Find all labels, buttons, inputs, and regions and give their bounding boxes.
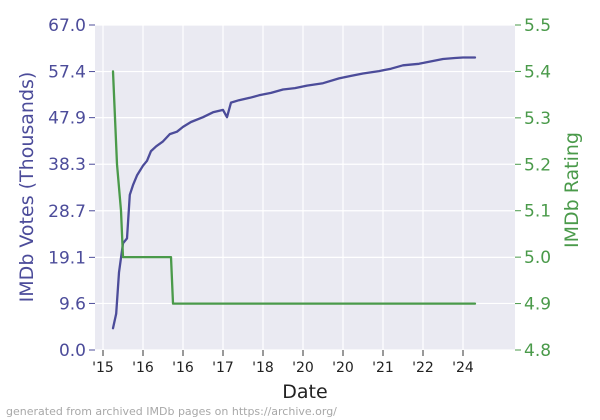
x-tick-label: '20	[332, 360, 354, 376]
x-tick-label: '18	[252, 360, 274, 376]
left-tick-label: 19.1	[48, 248, 86, 268]
grid	[95, 24, 515, 351]
left-tick-label: 67.0	[48, 16, 86, 36]
left-tick-label: 57.4	[48, 63, 86, 83]
plot-background	[95, 25, 515, 350]
x-axis: '15 '16 '16 '17 '18 '20 '20 '21 '22 '24	[92, 350, 474, 376]
x-tick-label: '21	[372, 360, 394, 376]
left-tick-label: 9.6	[59, 294, 86, 314]
votes-series-line	[111, 56, 477, 330]
right-axis: 4.8 4.9 5.0 5.1 5.2 5.3 5.4 5.5	[515, 16, 551, 361]
x-tick-label: '17	[212, 360, 234, 376]
right-tick-label: 5.0	[524, 248, 551, 268]
x-tick-label: '24	[452, 360, 474, 376]
right-axis-title: IMDb Rating	[561, 132, 583, 248]
x-axis-title: Date	[282, 381, 327, 403]
rating-series-line	[111, 70, 477, 305]
right-tick-label: 4.8	[524, 341, 551, 361]
left-tick-label: 47.9	[48, 109, 86, 129]
footer-note: generated from archived IMDb pages on ht…	[6, 405, 337, 418]
right-tick-label: 5.1	[524, 202, 551, 222]
x-tick-label: '16	[172, 360, 194, 376]
left-tick-label: 28.7	[48, 202, 86, 222]
right-tick-label: 5.5	[524, 16, 551, 36]
right-tick-label: 5.2	[524, 155, 551, 175]
series-layer	[111, 56, 477, 330]
x-tick-label: '22	[412, 360, 434, 376]
left-axis: 0.0 9.6 19.1 28.7 38.3 47.9 57.4 67.0	[48, 16, 95, 361]
left-tick-label: 0.0	[59, 341, 86, 361]
x-tick-label: '16	[132, 360, 154, 376]
left-axis-title: IMDb Votes (Thousands)	[16, 72, 38, 303]
right-tick-label: 5.3	[524, 109, 551, 129]
x-tick-label: '15	[92, 360, 114, 376]
left-tick-label: 38.3	[48, 155, 86, 175]
x-tick-label: '20	[292, 360, 314, 376]
right-tick-label: 4.9	[524, 295, 551, 315]
right-tick-label: 5.4	[524, 62, 551, 82]
